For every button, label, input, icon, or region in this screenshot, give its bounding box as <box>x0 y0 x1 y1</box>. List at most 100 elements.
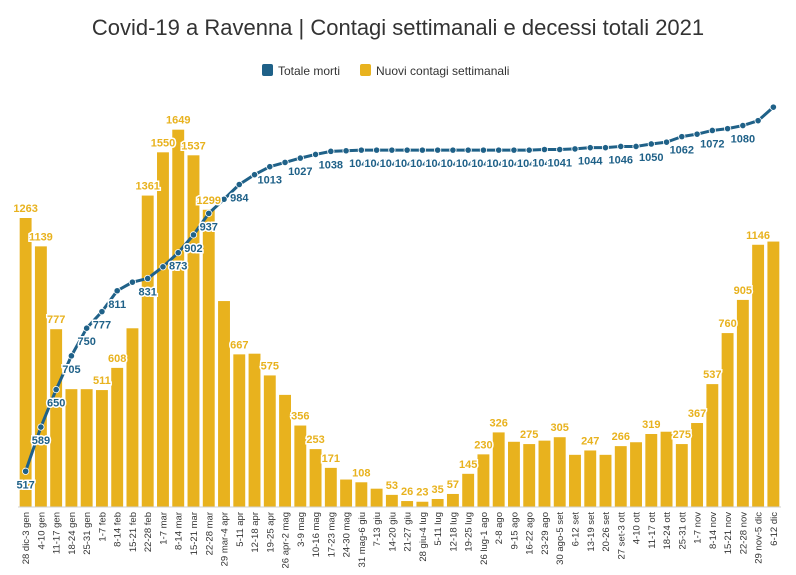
bar-26[interactable] <box>416 501 429 507</box>
bar-44[interactable] <box>691 423 704 507</box>
bar-10[interactable] <box>172 129 185 508</box>
bar-27[interactable] <box>431 498 444 507</box>
bar-31[interactable] <box>492 432 505 507</box>
deaths-point-37[interactable] <box>586 144 594 152</box>
bar-11[interactable] <box>187 155 200 508</box>
deaths-point-1[interactable] <box>37 423 45 431</box>
deaths-point-47[interactable] <box>739 121 747 130</box>
deaths-point-36[interactable] <box>571 145 579 153</box>
deaths-point-16[interactable] <box>266 163 274 171</box>
deaths-point-30[interactable] <box>479 146 488 154</box>
bar-37[interactable] <box>584 450 597 507</box>
bar-18[interactable] <box>294 425 307 507</box>
deaths-point-29[interactable] <box>464 146 472 154</box>
bar-2[interactable] <box>50 329 63 507</box>
bar-19[interactable] <box>309 449 322 507</box>
deaths-point-13[interactable] <box>220 195 228 203</box>
bar-32[interactable] <box>508 441 520 507</box>
bar-48[interactable] <box>752 244 765 507</box>
deaths-point-32[interactable] <box>510 146 518 154</box>
deaths-point-25[interactable] <box>403 146 411 154</box>
bar-49[interactable] <box>767 241 780 507</box>
bar-16[interactable] <box>263 375 276 507</box>
deaths-point-49[interactable] <box>769 103 777 111</box>
deaths-point-27[interactable] <box>434 146 442 154</box>
bar-40[interactable] <box>630 442 642 507</box>
deaths-point-18[interactable] <box>296 154 304 162</box>
bar-12[interactable] <box>202 209 215 507</box>
deaths-point-42[interactable] <box>662 138 671 146</box>
bar-30[interactable] <box>477 454 490 507</box>
deaths-point-24[interactable] <box>388 146 396 154</box>
deaths-point-23[interactable] <box>373 146 381 154</box>
deaths-point-33[interactable] <box>525 146 533 154</box>
bar-35[interactable] <box>553 437 566 507</box>
deaths-point-46[interactable] <box>723 125 732 133</box>
deaths-point-19[interactable] <box>311 150 320 159</box>
bar-28[interactable] <box>446 493 459 507</box>
deaths-point-14[interactable] <box>235 180 243 189</box>
deaths-point-35[interactable] <box>556 145 564 154</box>
bar-22[interactable] <box>355 482 368 507</box>
bar-17[interactable] <box>279 394 291 507</box>
deaths-point-28[interactable] <box>449 146 457 154</box>
legend-item-line[interactable]: Totale morti <box>262 64 340 78</box>
bar-47[interactable] <box>736 299 749 507</box>
bar-21[interactable] <box>340 479 353 507</box>
deaths-point-4[interactable] <box>83 324 91 332</box>
deaths-point-0[interactable] <box>22 467 30 475</box>
bar-41[interactable] <box>645 434 658 507</box>
bar-43[interactable] <box>675 444 688 507</box>
deaths-point-12[interactable] <box>205 209 213 217</box>
deaths-point-10[interactable] <box>174 249 182 257</box>
deaths-point-5[interactable] <box>98 308 106 316</box>
deaths-point-21[interactable] <box>342 147 350 155</box>
deaths-point-48[interactable] <box>754 117 762 125</box>
bar-6[interactable] <box>111 367 124 507</box>
bar-5[interactable] <box>95 390 108 507</box>
deaths-point-41[interactable] <box>647 140 655 148</box>
deaths-point-3[interactable] <box>67 352 76 360</box>
deaths-point-7[interactable] <box>128 278 137 286</box>
bar-42[interactable] <box>660 431 673 507</box>
bar-13[interactable] <box>218 301 230 507</box>
deaths-point-6[interactable] <box>113 287 121 295</box>
deaths-point-26[interactable] <box>418 146 426 154</box>
deaths-point-43[interactable] <box>678 133 686 141</box>
bar-4[interactable] <box>80 389 93 507</box>
bar-33[interactable] <box>523 444 536 507</box>
bar-0[interactable] <box>19 218 32 507</box>
deaths-point-15[interactable] <box>250 171 259 179</box>
deaths-point-9[interactable] <box>159 263 167 271</box>
bar-9[interactable] <box>157 152 169 507</box>
deaths-point-2[interactable] <box>52 386 60 394</box>
bar-25[interactable] <box>401 501 414 507</box>
bar-38[interactable] <box>599 454 612 507</box>
bar-7[interactable] <box>126 328 139 507</box>
bar-15[interactable] <box>248 353 261 507</box>
deaths-point-39[interactable] <box>617 142 625 151</box>
bar-29[interactable] <box>462 473 475 507</box>
deaths-point-45[interactable] <box>708 126 716 135</box>
bar-34[interactable] <box>538 440 551 507</box>
deaths-point-34[interactable] <box>540 145 549 154</box>
bar-14[interactable] <box>233 354 246 507</box>
bar-8[interactable] <box>141 195 154 507</box>
legend-item-bar[interactable]: Nuovi contagi settimanali <box>360 64 509 78</box>
bar-45[interactable] <box>706 384 719 507</box>
bar-39[interactable] <box>614 446 627 507</box>
bar-20[interactable] <box>324 467 337 507</box>
deaths-point-17[interactable] <box>281 158 289 167</box>
bar-24[interactable] <box>385 494 398 507</box>
bar-1[interactable] <box>34 246 47 507</box>
deaths-point-40[interactable] <box>632 142 640 151</box>
bar-46[interactable] <box>721 333 734 507</box>
deaths-point-44[interactable] <box>693 130 701 138</box>
deaths-point-22[interactable] <box>357 146 365 154</box>
deaths-point-38[interactable] <box>601 144 610 152</box>
deaths-point-8[interactable] <box>144 274 152 283</box>
bar-36[interactable] <box>569 454 581 507</box>
deaths-point-31[interactable] <box>495 146 503 154</box>
deaths-point-11[interactable] <box>189 231 198 239</box>
bar-3[interactable] <box>65 389 78 507</box>
